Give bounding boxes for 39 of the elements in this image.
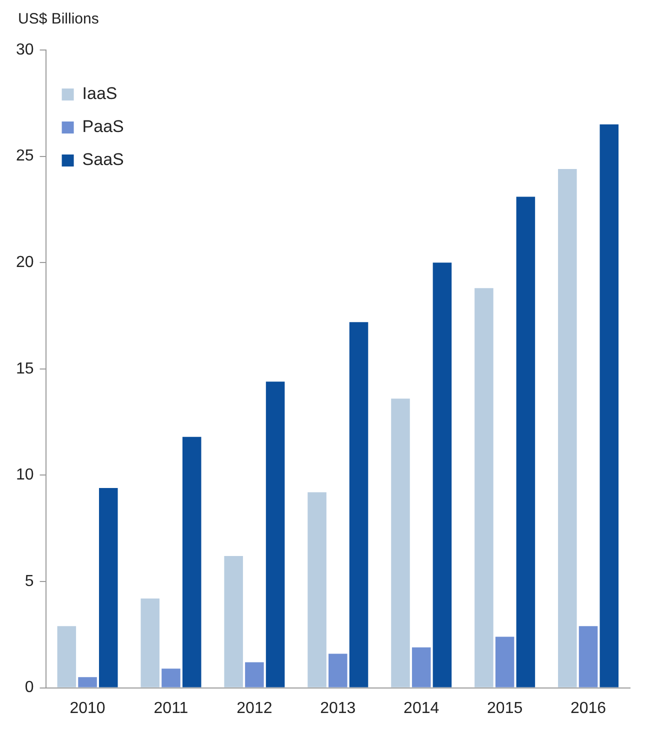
bar bbox=[245, 662, 264, 688]
y-tick-label: 0 bbox=[24, 679, 34, 696]
bar bbox=[57, 626, 76, 688]
y-tick-label: 20 bbox=[16, 254, 34, 272]
bar bbox=[578, 626, 598, 688]
bar bbox=[432, 262, 452, 688]
x-tick-label: 2013 bbox=[320, 700, 356, 717]
x-tick-label: 2012 bbox=[236, 700, 272, 717]
bar bbox=[140, 598, 160, 688]
bar bbox=[78, 677, 97, 688]
legend-label: PaaS bbox=[82, 117, 124, 136]
bar bbox=[308, 492, 326, 688]
bar bbox=[349, 322, 368, 688]
y-axis-title: US$ Billions bbox=[18, 10, 99, 28]
bar bbox=[474, 288, 494, 688]
bar bbox=[99, 488, 118, 688]
y-tick-label: 5 bbox=[24, 572, 34, 590]
y-tick-label: 10 bbox=[16, 466, 34, 484]
x-tick-label: 2010 bbox=[70, 700, 106, 717]
bar bbox=[516, 196, 536, 688]
bar bbox=[391, 398, 410, 688]
bar bbox=[162, 668, 180, 688]
bar bbox=[600, 124, 619, 688]
y-tick-label: 15 bbox=[16, 360, 34, 378]
x-tick-label: 2014 bbox=[404, 700, 440, 717]
legend-label: SaaS bbox=[82, 150, 124, 170]
x-tick-label: 2011 bbox=[154, 700, 188, 717]
bar bbox=[412, 647, 431, 688]
bar bbox=[495, 636, 514, 688]
y-tick-label: 25 bbox=[16, 148, 34, 165]
x-tick-label: 2015 bbox=[487, 700, 523, 717]
bar bbox=[328, 654, 348, 688]
bar bbox=[182, 436, 202, 688]
y-tick-label: 30 bbox=[16, 41, 34, 58]
bar bbox=[266, 382, 285, 688]
bar bbox=[224, 556, 243, 688]
legend-label: IaaS bbox=[82, 84, 118, 104]
x-tick-label: 2016 bbox=[570, 700, 606, 717]
bar bbox=[558, 169, 577, 688]
